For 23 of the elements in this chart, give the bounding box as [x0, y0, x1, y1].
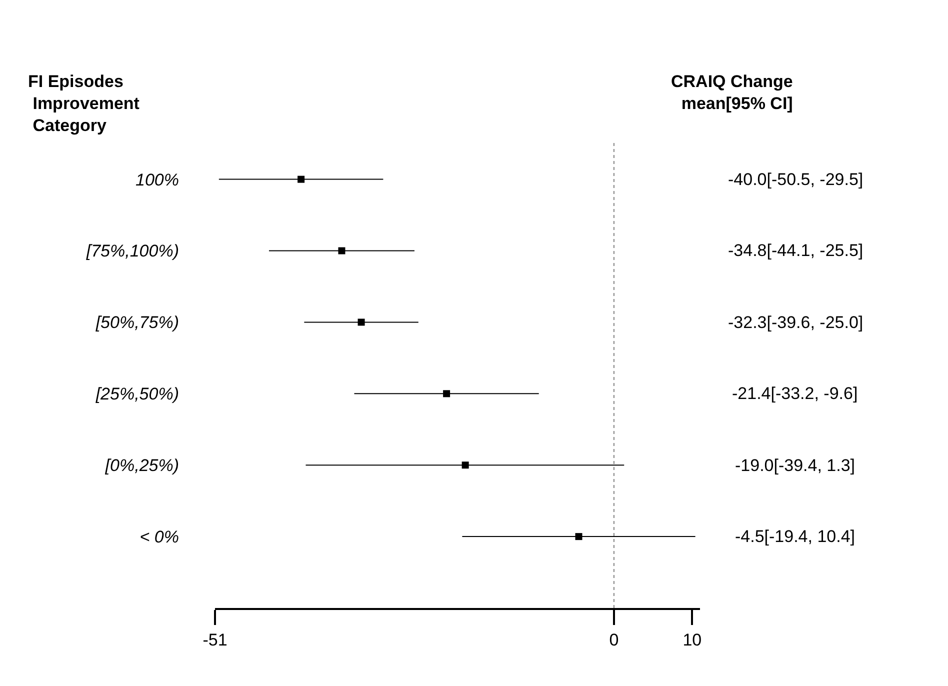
data-label: -40.0[-50.5, -29.5] — [728, 170, 864, 189]
data-label: -4.5[-19.4, 10.4] — [735, 527, 856, 546]
point — [338, 247, 346, 254]
y-tick-label: [25%,50%) — [94, 384, 179, 404]
y-tick-label: [50%,75%) — [94, 313, 179, 332]
point — [298, 176, 305, 183]
y-tick-label: [0%,25%) — [104, 456, 179, 476]
data-label: -34.8[-44.1, -25.5] — [728, 241, 864, 260]
y-tick-label: 100% — [136, 170, 179, 190]
data-label: -21.4[-33.2, -9.6] — [732, 384, 858, 403]
text: CRAIQ Change mean[95% CI] — [671, 72, 793, 114]
y-tick-label: [75%,100%) — [85, 242, 179, 261]
point — [462, 462, 469, 469]
x-tick-label: -51 — [202, 630, 228, 650]
data-label: -19.0[-39.4, 1.3] — [735, 456, 856, 475]
point — [358, 318, 365, 326]
point — [575, 533, 582, 540]
y-axis-title: FI Episodes Improvement Category — [28, 72, 140, 136]
point — [443, 390, 450, 398]
x-tick-label: 10 — [682, 630, 702, 650]
x-tick-label: 0 — [609, 630, 619, 650]
y-tick-label: < 0% — [140, 528, 179, 546]
data-label: -32.3[-39.6, -25.0] — [728, 313, 864, 332]
